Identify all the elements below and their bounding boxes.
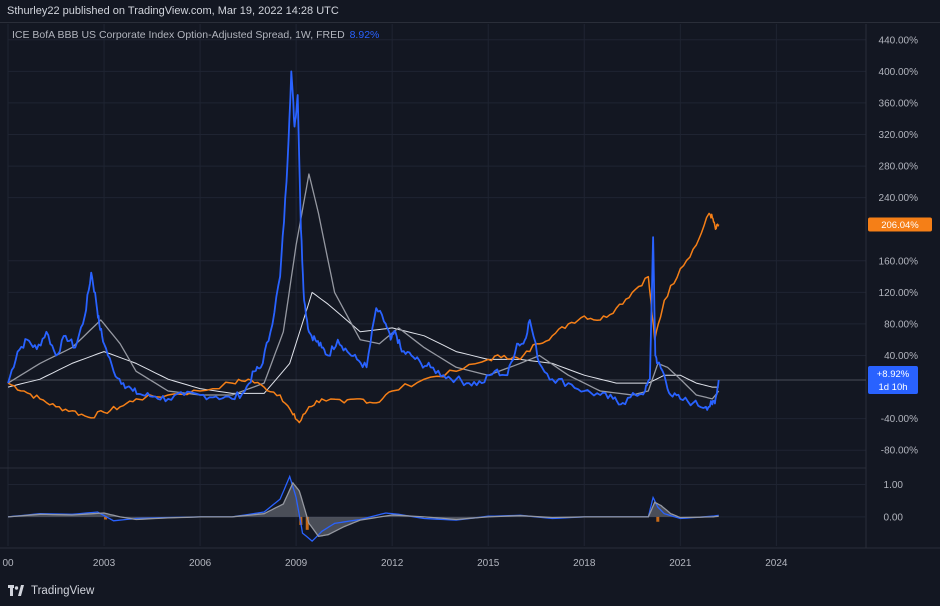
y-tick-label: 40.00% [884, 351, 918, 362]
x-tick-label: 2018 [573, 558, 596, 569]
x-tick-label: 2003 [93, 558, 116, 569]
series-line-white [7, 291, 719, 394]
osc-y-tick-label: 0.00 [884, 512, 904, 523]
y-tick-label: 360.00% [879, 98, 919, 109]
tradingview-icon [8, 585, 24, 596]
x-tick-label: 2009 [285, 558, 308, 569]
series-line-orange [7, 212, 720, 424]
y-tick-label: -40.00% [881, 414, 918, 425]
series-line-gray [7, 173, 720, 400]
y-tick-label: 280.00% [879, 162, 919, 173]
y-tick-label: 440.00% [879, 35, 919, 46]
orange-price-badge-text: 206.04% [881, 220, 919, 231]
y-tick-label: 400.00% [879, 67, 919, 78]
publish-text: Sthurley22 published on TradingView.com,… [7, 5, 339, 17]
blue-countdown-text: 1d 10h [878, 382, 907, 393]
oscillator-line-gray [7, 481, 719, 538]
orange-price-badge [868, 217, 932, 232]
y-tick-label: -80.00% [881, 446, 918, 457]
series-line-blue [7, 70, 720, 411]
y-tick-label: 240.00% [879, 193, 919, 204]
y-tick-label: 160.00% [879, 256, 919, 267]
y-tick-label: 120.00% [879, 288, 919, 299]
x-tick-label: 2006 [189, 558, 212, 569]
y-tick-label: 80.00% [884, 319, 918, 330]
x-tick-label: 2024 [765, 558, 788, 569]
tradingview-logo[interactable]: TradingView [8, 585, 94, 597]
oscillator-histogram-bar [104, 516, 108, 520]
oscillator-histogram-bar [305, 516, 309, 530]
x-tick-label: 00 [2, 558, 14, 569]
blue-price-badge-text: +8.92% [877, 369, 910, 380]
legend-title: ICE BofA BBB US Corporate Index Option-A… [12, 29, 345, 41]
y-tick-label: 320.00% [879, 130, 919, 141]
tradingview-brand: TradingView [31, 585, 95, 597]
blue-price-badge [868, 365, 918, 394]
legend-value: 8.92% [349, 29, 380, 41]
x-tick-label: 2015 [477, 558, 500, 569]
x-tick-label: 2021 [669, 558, 692, 569]
x-tick-label: 2012 [381, 558, 404, 569]
series-legend[interactable]: ICE BofA BBB US Corporate Index Option-A… [12, 29, 379, 41]
oscillator-histogram-bar [656, 516, 660, 522]
publish-header: Sthurley22 published on TradingView.com,… [0, 0, 940, 23]
osc-y-tick-label: 1.00 [884, 480, 904, 491]
